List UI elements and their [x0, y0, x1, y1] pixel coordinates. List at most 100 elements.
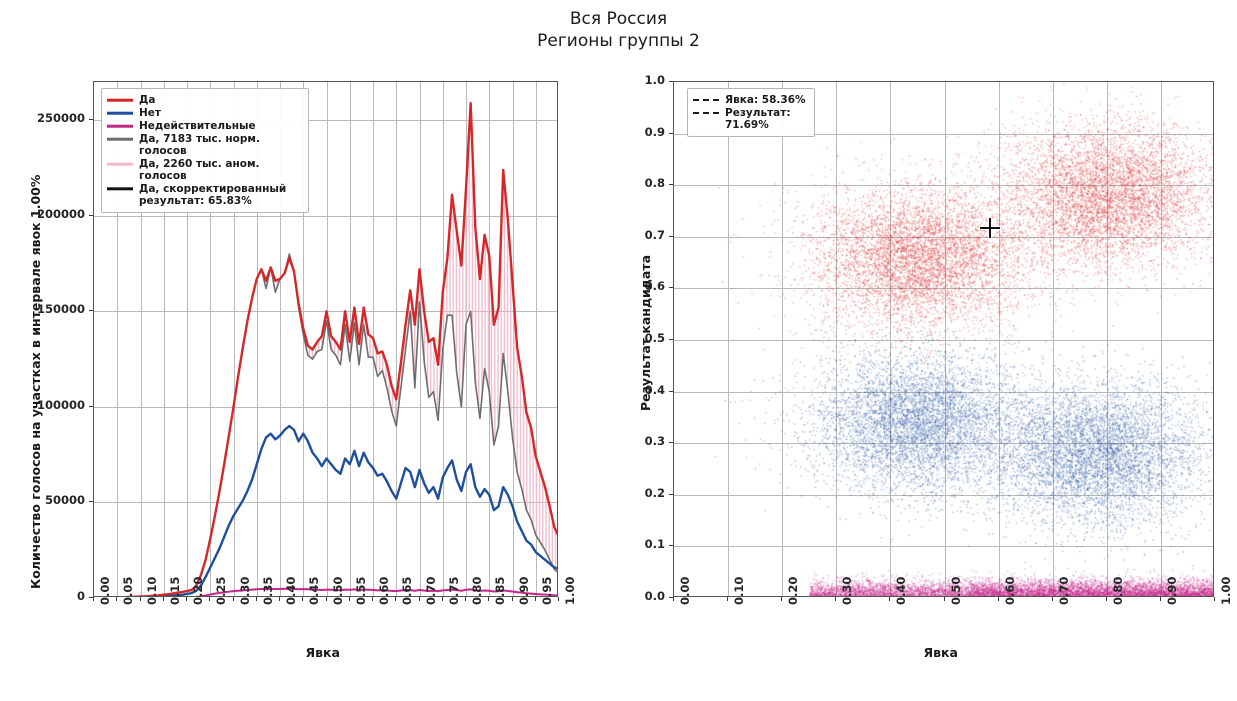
xtick [943, 597, 945, 601]
ytick [669, 184, 673, 186]
ytick-label: 0.6 [644, 279, 665, 294]
legend-label: Да, 7183 тыс. норм. голосов [139, 133, 260, 157]
ytick-label: 250000 [36, 111, 85, 126]
xtick [1105, 597, 1107, 601]
xtick [465, 597, 466, 601]
xtick-label: 0.30 [840, 576, 855, 605]
left-legend[interactable]: Да Нет Недействительные Да, 7183 тыс. норм.… [101, 88, 309, 213]
ytick-label: 0.4 [644, 382, 665, 397]
series-line [119, 101, 557, 596]
ytick [89, 214, 93, 216]
turnout-vs-result-plot[interactable] [673, 81, 1214, 597]
xtick [673, 597, 674, 601]
xtick-label: 0.95 [539, 576, 554, 605]
legend-item: Да, скорректированный результат: 65.83% [107, 183, 302, 207]
gridline-vertical [280, 82, 281, 596]
xtick [488, 597, 490, 601]
ytick [89, 310, 93, 312]
xtick-label: 0.10 [144, 576, 159, 605]
xtick [302, 597, 304, 601]
xtick [781, 597, 783, 601]
xtick-label: 0.40 [894, 576, 909, 605]
xtick-label: 0.70 [1056, 576, 1071, 605]
legend-swatch [693, 107, 719, 119]
ytick [669, 287, 673, 289]
legend-label: Да, 2260 тыс. аном. голосов [139, 158, 260, 182]
xtick-label: 0.05 [121, 576, 136, 605]
xtick [209, 597, 211, 601]
gridline-vertical [396, 82, 397, 596]
xtick-label: 0.40 [284, 576, 298, 605]
ytick [669, 597, 673, 598]
figure-title: Вся Россия Регионы группы 2 [0, 8, 1237, 52]
legend-item: Явка: 58.36% [693, 94, 808, 106]
legend-label: Результат: 71.69% [725, 107, 791, 131]
xtick-label: 0.20 [786, 576, 801, 605]
xtick-label: 0.50 [330, 576, 345, 605]
gridline-vertical [164, 82, 165, 596]
gridline-vertical [117, 82, 118, 596]
xtick [93, 597, 94, 601]
ytick-label: 0.9 [644, 124, 665, 139]
ytick [89, 405, 93, 407]
gridline-vertical [141, 82, 142, 596]
xtick-label: 0.85 [493, 576, 508, 605]
xtick [186, 597, 187, 601]
xtick [511, 597, 513, 601]
legend-item: Нет [107, 107, 302, 119]
turnout-histogram-plot[interactable] [93, 81, 558, 597]
legend-label: Недействительные [139, 120, 256, 132]
gridline-vertical [536, 82, 537, 596]
xtick [255, 597, 257, 601]
legend-item: Да [107, 94, 302, 106]
gridline-vertical [420, 82, 421, 596]
legend-label: Нет [139, 107, 161, 119]
ytick-label: 0.7 [644, 227, 665, 242]
gridline-horizontal [94, 502, 557, 503]
ytick-label: 0.8 [644, 176, 665, 191]
legend-swatch [107, 94, 133, 106]
ytick-label: 0.3 [644, 434, 665, 449]
gridline-horizontal [94, 407, 557, 408]
xtick [348, 597, 350, 601]
gridline-vertical [234, 82, 235, 596]
scatter-points [674, 82, 1213, 596]
right-panel: 0.00 0.10 0.20 0.30 0.40 0.50 0.60 0.70 0.80 0.90… [620, 0, 1237, 701]
ytick [89, 119, 93, 121]
figure-title-line1: Вся Россия [569, 9, 668, 29]
xtick [1051, 597, 1053, 601]
ytick-label: 100000 [36, 397, 85, 412]
legend-item: Результат: 71.69% [693, 107, 808, 131]
xtick [279, 597, 280, 601]
right-legend[interactable]: Явка: 58.36% Результат: 71.69% [687, 88, 815, 137]
xtick-label: 0.55 [353, 576, 368, 605]
ytick [669, 339, 673, 340]
ytick [669, 390, 673, 392]
gridline-vertical [327, 82, 328, 596]
xtick-label: 0.90 [1164, 576, 1179, 605]
xtick-label: 1.00 [1219, 576, 1233, 605]
xtick-label: 0.80 [1110, 576, 1125, 605]
xtick-label: 0.00 [678, 576, 692, 605]
xtick-label: 0.15 [167, 576, 182, 605]
gridline-vertical [187, 82, 188, 596]
xtick-label: 0.50 [948, 576, 963, 605]
xtick-label: 1.00 [563, 576, 577, 605]
xtick-label: 0.10 [732, 576, 747, 605]
ytick [669, 442, 673, 444]
xtick [418, 597, 420, 601]
legend-swatch [107, 133, 133, 145]
xtick-label: 0.60 [1002, 576, 1017, 605]
ytick-label: 50000 [44, 493, 85, 508]
legend-swatch [107, 183, 133, 195]
ytick-label: 150000 [36, 302, 85, 317]
legend-swatch [107, 107, 133, 119]
series-line [140, 424, 557, 596]
xtick [325, 597, 327, 601]
legend-swatch [107, 158, 133, 170]
ytick-label: 200000 [36, 206, 85, 221]
xtick [232, 597, 234, 601]
xtick-label: 0.35 [260, 576, 275, 605]
gridline-horizontal [94, 120, 557, 121]
